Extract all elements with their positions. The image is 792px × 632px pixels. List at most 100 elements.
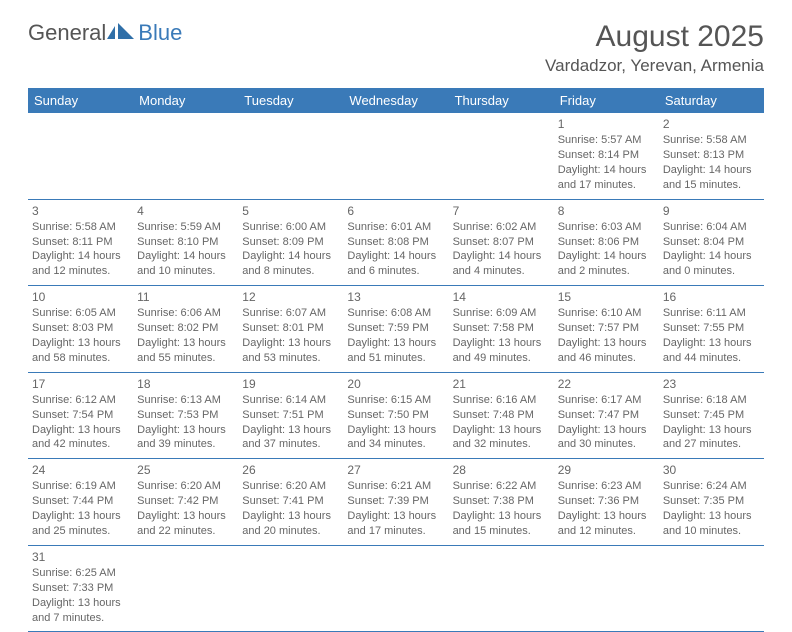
sunrise-line: Sunrise: 6:20 AM bbox=[242, 479, 339, 494]
sunrise-line: Sunrise: 6:07 AM bbox=[242, 306, 339, 321]
location-label: Vardadzor, Yerevan, Armenia bbox=[545, 56, 764, 76]
day-number: 26 bbox=[242, 462, 339, 478]
calendar-day-cell: 17Sunrise: 6:12 AMSunset: 7:54 PMDayligh… bbox=[28, 372, 133, 459]
calendar-empty-cell bbox=[238, 113, 343, 199]
sunrise-line: Sunrise: 5:58 AM bbox=[32, 220, 129, 235]
daylight-line: Daylight: 13 hours and 53 minutes. bbox=[242, 336, 339, 366]
day-number: 18 bbox=[137, 376, 234, 392]
sunset-line: Sunset: 7:57 PM bbox=[558, 321, 655, 336]
daylight-line: Daylight: 13 hours and 42 minutes. bbox=[32, 423, 129, 453]
sunrise-line: Sunrise: 6:08 AM bbox=[347, 306, 444, 321]
calendar-day-cell: 22Sunrise: 6:17 AMSunset: 7:47 PMDayligh… bbox=[554, 372, 659, 459]
sunrise-line: Sunrise: 6:16 AM bbox=[453, 393, 550, 408]
calendar-day-cell: 18Sunrise: 6:13 AMSunset: 7:53 PMDayligh… bbox=[133, 372, 238, 459]
sunset-line: Sunset: 8:06 PM bbox=[558, 235, 655, 250]
sunset-line: Sunset: 7:55 PM bbox=[663, 321, 760, 336]
daylight-line: Daylight: 13 hours and 7 minutes. bbox=[32, 596, 129, 626]
sunrise-line: Sunrise: 6:13 AM bbox=[137, 393, 234, 408]
calendar-day-cell: 29Sunrise: 6:23 AMSunset: 7:36 PMDayligh… bbox=[554, 459, 659, 546]
calendar-week-row: 17Sunrise: 6:12 AMSunset: 7:54 PMDayligh… bbox=[28, 372, 764, 459]
day-number: 3 bbox=[32, 203, 129, 219]
calendar-table: SundayMondayTuesdayWednesdayThursdayFrid… bbox=[28, 88, 764, 632]
calendar-day-cell: 2Sunrise: 5:58 AMSunset: 8:13 PMDaylight… bbox=[659, 113, 764, 199]
calendar-empty-cell bbox=[343, 545, 448, 632]
sunrise-line: Sunrise: 6:14 AM bbox=[242, 393, 339, 408]
daylight-line: Daylight: 13 hours and 58 minutes. bbox=[32, 336, 129, 366]
sunrise-line: Sunrise: 6:02 AM bbox=[453, 220, 550, 235]
logo: General Blue bbox=[28, 20, 182, 46]
calendar-day-cell: 8Sunrise: 6:03 AMSunset: 8:06 PMDaylight… bbox=[554, 199, 659, 286]
day-number: 29 bbox=[558, 462, 655, 478]
daylight-line: Daylight: 13 hours and 27 minutes. bbox=[663, 423, 760, 453]
sunrise-line: Sunrise: 6:19 AM bbox=[32, 479, 129, 494]
sunrise-line: Sunrise: 6:20 AM bbox=[137, 479, 234, 494]
sunset-line: Sunset: 7:45 PM bbox=[663, 408, 760, 423]
sunset-line: Sunset: 7:33 PM bbox=[32, 581, 129, 596]
calendar-week-row: 31Sunrise: 6:25 AMSunset: 7:33 PMDayligh… bbox=[28, 545, 764, 632]
sunrise-line: Sunrise: 6:00 AM bbox=[242, 220, 339, 235]
sunset-line: Sunset: 8:11 PM bbox=[32, 235, 129, 250]
calendar-empty-cell bbox=[554, 545, 659, 632]
weekday-header: Saturday bbox=[659, 88, 764, 113]
sunset-line: Sunset: 7:47 PM bbox=[558, 408, 655, 423]
sunrise-line: Sunrise: 6:22 AM bbox=[453, 479, 550, 494]
calendar-week-row: 1Sunrise: 5:57 AMSunset: 8:14 PMDaylight… bbox=[28, 113, 764, 199]
sunrise-line: Sunrise: 6:03 AM bbox=[558, 220, 655, 235]
sails-icon bbox=[107, 23, 137, 43]
sunset-line: Sunset: 8:03 PM bbox=[32, 321, 129, 336]
day-number: 20 bbox=[347, 376, 444, 392]
calendar-empty-cell bbox=[133, 113, 238, 199]
day-number: 22 bbox=[558, 376, 655, 392]
sunset-line: Sunset: 7:35 PM bbox=[663, 494, 760, 509]
sunset-line: Sunset: 7:51 PM bbox=[242, 408, 339, 423]
sunrise-line: Sunrise: 5:58 AM bbox=[663, 133, 760, 148]
calendar-day-cell: 1Sunrise: 5:57 AMSunset: 8:14 PMDaylight… bbox=[554, 113, 659, 199]
calendar-day-cell: 11Sunrise: 6:06 AMSunset: 8:02 PMDayligh… bbox=[133, 286, 238, 373]
daylight-line: Daylight: 13 hours and 20 minutes. bbox=[242, 509, 339, 539]
calendar-day-cell: 9Sunrise: 6:04 AMSunset: 8:04 PMDaylight… bbox=[659, 199, 764, 286]
sunset-line: Sunset: 7:50 PM bbox=[347, 408, 444, 423]
daylight-line: Daylight: 14 hours and 12 minutes. bbox=[32, 249, 129, 279]
calendar-day-cell: 12Sunrise: 6:07 AMSunset: 8:01 PMDayligh… bbox=[238, 286, 343, 373]
calendar-day-cell: 23Sunrise: 6:18 AMSunset: 7:45 PMDayligh… bbox=[659, 372, 764, 459]
sunset-line: Sunset: 8:13 PM bbox=[663, 148, 760, 163]
calendar-day-cell: 5Sunrise: 6:00 AMSunset: 8:09 PMDaylight… bbox=[238, 199, 343, 286]
day-number: 4 bbox=[137, 203, 234, 219]
daylight-line: Daylight: 13 hours and 37 minutes. bbox=[242, 423, 339, 453]
calendar-day-cell: 4Sunrise: 5:59 AMSunset: 8:10 PMDaylight… bbox=[133, 199, 238, 286]
calendar-day-cell: 28Sunrise: 6:22 AMSunset: 7:38 PMDayligh… bbox=[449, 459, 554, 546]
calendar-day-cell: 6Sunrise: 6:01 AMSunset: 8:08 PMDaylight… bbox=[343, 199, 448, 286]
sunset-line: Sunset: 8:14 PM bbox=[558, 148, 655, 163]
day-number: 8 bbox=[558, 203, 655, 219]
sunset-line: Sunset: 8:08 PM bbox=[347, 235, 444, 250]
day-number: 25 bbox=[137, 462, 234, 478]
daylight-line: Daylight: 13 hours and 51 minutes. bbox=[347, 336, 444, 366]
daylight-line: Daylight: 14 hours and 0 minutes. bbox=[663, 249, 760, 279]
daylight-line: Daylight: 14 hours and 10 minutes. bbox=[137, 249, 234, 279]
day-number: 24 bbox=[32, 462, 129, 478]
calendar-week-row: 3Sunrise: 5:58 AMSunset: 8:11 PMDaylight… bbox=[28, 199, 764, 286]
daylight-line: Daylight: 14 hours and 17 minutes. bbox=[558, 163, 655, 193]
calendar-week-row: 24Sunrise: 6:19 AMSunset: 7:44 PMDayligh… bbox=[28, 459, 764, 546]
day-number: 30 bbox=[663, 462, 760, 478]
calendar-day-cell: 27Sunrise: 6:21 AMSunset: 7:39 PMDayligh… bbox=[343, 459, 448, 546]
sunrise-line: Sunrise: 5:59 AM bbox=[137, 220, 234, 235]
sunset-line: Sunset: 7:38 PM bbox=[453, 494, 550, 509]
calendar-day-cell: 24Sunrise: 6:19 AMSunset: 7:44 PMDayligh… bbox=[28, 459, 133, 546]
daylight-line: Daylight: 14 hours and 8 minutes. bbox=[242, 249, 339, 279]
calendar-body: 1Sunrise: 5:57 AMSunset: 8:14 PMDaylight… bbox=[28, 113, 764, 632]
sunrise-line: Sunrise: 6:05 AM bbox=[32, 306, 129, 321]
sunset-line: Sunset: 7:42 PM bbox=[137, 494, 234, 509]
sunset-line: Sunset: 7:39 PM bbox=[347, 494, 444, 509]
calendar-day-cell: 21Sunrise: 6:16 AMSunset: 7:48 PMDayligh… bbox=[449, 372, 554, 459]
daylight-line: Daylight: 14 hours and 15 minutes. bbox=[663, 163, 760, 193]
daylight-line: Daylight: 14 hours and 4 minutes. bbox=[453, 249, 550, 279]
day-number: 15 bbox=[558, 289, 655, 305]
calendar-empty-cell bbox=[28, 113, 133, 199]
calendar-day-cell: 20Sunrise: 6:15 AMSunset: 7:50 PMDayligh… bbox=[343, 372, 448, 459]
weekday-header-row: SundayMondayTuesdayWednesdayThursdayFrid… bbox=[28, 88, 764, 113]
sunrise-line: Sunrise: 6:21 AM bbox=[347, 479, 444, 494]
calendar-empty-cell bbox=[449, 545, 554, 632]
sunset-line: Sunset: 7:54 PM bbox=[32, 408, 129, 423]
sunrise-line: Sunrise: 6:01 AM bbox=[347, 220, 444, 235]
